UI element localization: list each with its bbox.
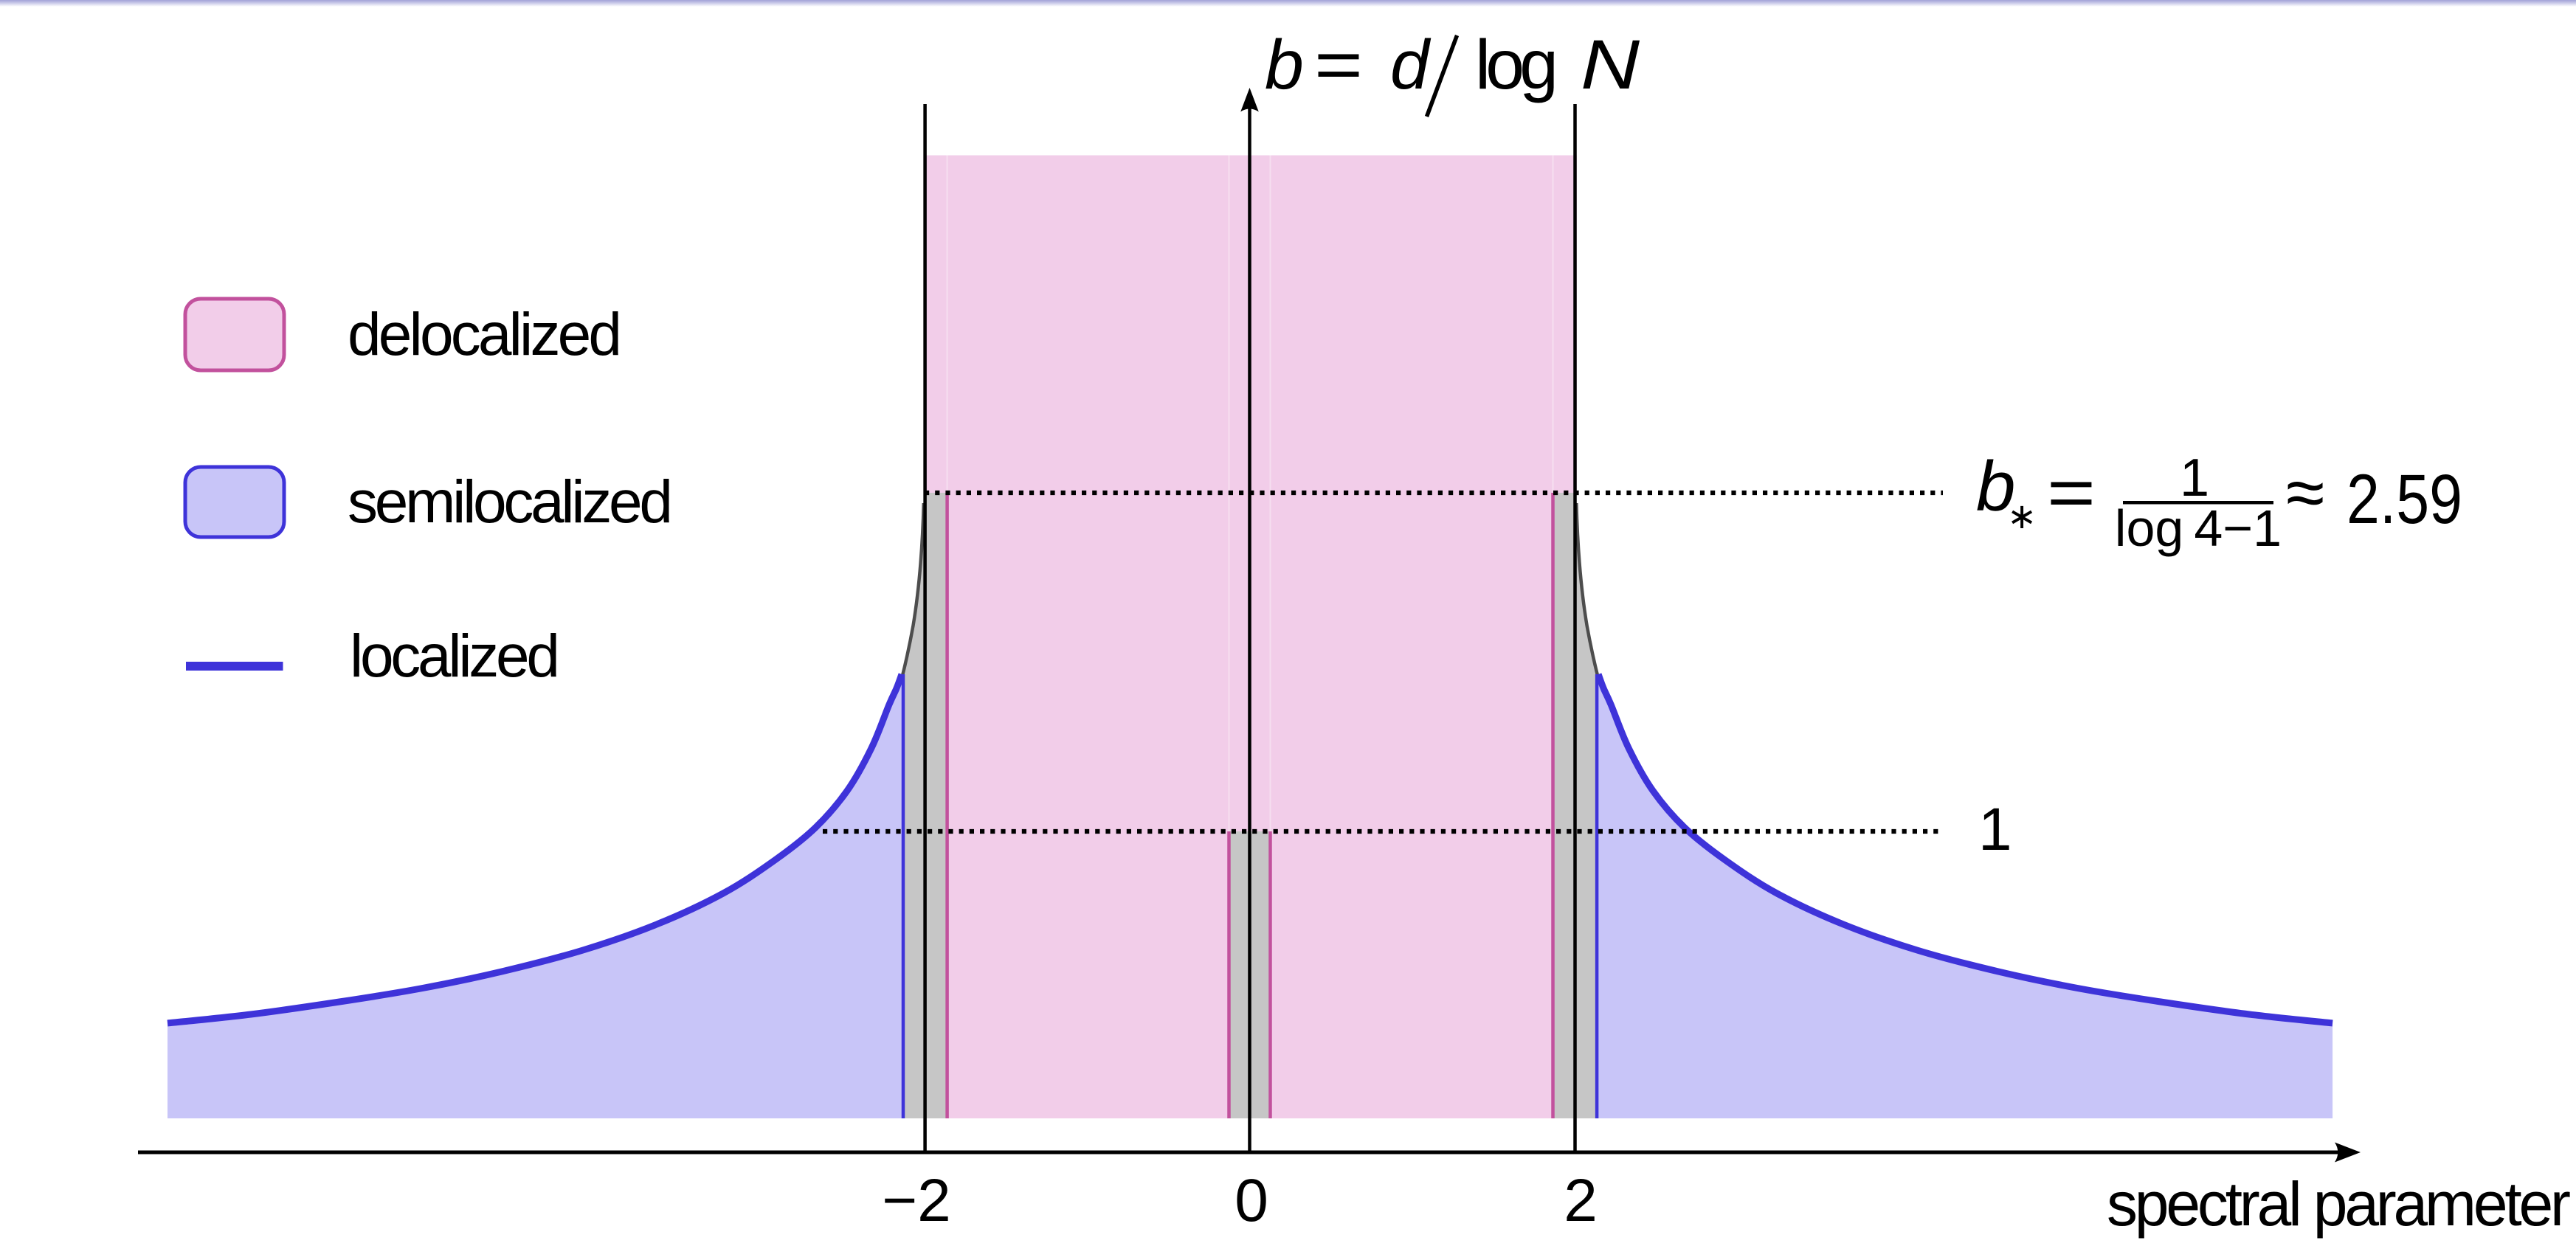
svg-text:d: d [1390,26,1432,104]
svg-text:2: 2 [1564,1167,1598,1234]
svg-text:b: b [1265,26,1304,104]
svg-text:=: = [2047,454,2096,532]
svg-text:≈: ≈ [2286,454,2324,532]
svg-text:delocalized: delocalized [348,301,622,368]
svg-text:−2: −2 [882,1167,951,1234]
svg-text:=: = [1314,26,1363,104]
svg-text:spectral parameter: spectral parameter [2107,1169,2571,1239]
svg-text:semilocalized: semilocalized [348,468,673,536]
svg-text:log: log [1475,26,1558,104]
svg-text:1: 1 [2180,449,2209,508]
svg-text:N: N [1581,26,1640,104]
svg-text:log 4−1: log 4−1 [2115,499,2282,557]
svg-text:0: 0 [1235,1167,1268,1234]
svg-text:1: 1 [1978,796,2012,863]
svg-text:2.59: 2.59 [2347,460,2462,539]
svg-text:∗: ∗ [2007,497,2037,536]
svg-text:b: b [1976,447,2015,526]
svg-text:localized: localized [350,623,560,690]
